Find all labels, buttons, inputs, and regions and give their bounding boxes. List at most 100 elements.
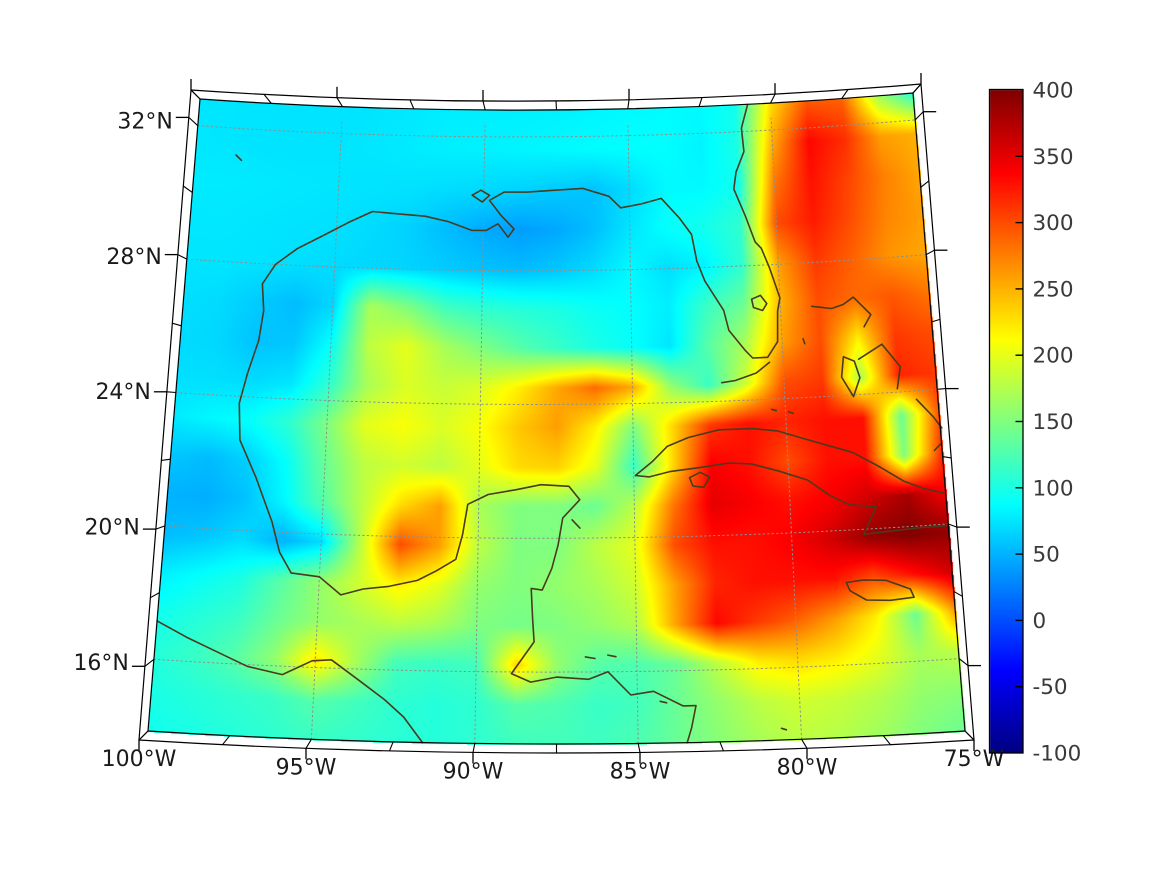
coastline-path xyxy=(787,411,795,415)
coastline-path xyxy=(156,620,424,744)
lat-tick-label: 28°N xyxy=(106,245,161,270)
frame-tick xyxy=(388,741,394,752)
lat-tick-label: 16°N xyxy=(73,651,128,676)
coastline-path xyxy=(780,727,788,731)
lon-tick-label: 85°W xyxy=(610,760,671,785)
colorbar-border xyxy=(988,88,1024,754)
coastlines xyxy=(156,103,950,744)
frame-tick xyxy=(555,100,558,111)
coastline-path xyxy=(857,343,902,390)
frame-tick xyxy=(138,730,149,741)
graticule-line xyxy=(186,254,927,272)
frame-tick xyxy=(698,97,703,107)
frame-tick xyxy=(841,89,849,99)
frame-tick xyxy=(305,739,312,749)
graticule-line xyxy=(197,119,916,138)
coastline-path xyxy=(840,355,861,398)
frame-tick xyxy=(801,739,808,749)
colorbar-tick-label: 50 xyxy=(1033,543,1060,568)
colorbar-tick-label: 350 xyxy=(1033,145,1074,170)
frame-tick xyxy=(263,94,272,104)
lat-tick-label: 24°N xyxy=(95,380,150,405)
coastline-path xyxy=(607,654,617,658)
colorbar-tick-label: 200 xyxy=(1033,344,1074,369)
frame-tick xyxy=(144,658,155,667)
colorbar-tick-label: 300 xyxy=(1033,211,1074,236)
coastline-path xyxy=(290,483,697,744)
frame-tick xyxy=(222,735,231,746)
latitude-tick-labels: 16°N 20°N 24°N 28°N 32°N xyxy=(73,110,172,676)
frame-tick xyxy=(182,185,193,193)
map-frame xyxy=(131,73,981,764)
colorbar-tick-label: 250 xyxy=(1033,277,1074,302)
graticule-line xyxy=(770,117,803,740)
frame-tick xyxy=(472,743,476,753)
coastline-path xyxy=(634,462,950,536)
frame-tick xyxy=(190,89,201,100)
graticule-line xyxy=(164,523,949,539)
frame-tick xyxy=(627,99,630,109)
frame-tick xyxy=(958,658,969,667)
coastline-path xyxy=(845,579,915,602)
frame-tick xyxy=(155,525,166,530)
colorbar-tick-label: 150 xyxy=(1033,410,1074,435)
coastline-path xyxy=(235,154,243,162)
coastline-path xyxy=(811,296,872,328)
colorbar-tick-label: 0 xyxy=(1033,609,1047,634)
map-border-outer xyxy=(138,83,975,754)
graticule-line xyxy=(474,124,486,744)
lat-tick-label: 20°N xyxy=(84,516,139,541)
frame-tick xyxy=(719,741,725,752)
coastline-path xyxy=(634,427,947,495)
coastline-path xyxy=(584,656,596,660)
lon-tick-label: 75°W xyxy=(944,747,1005,772)
frame-tick xyxy=(914,111,924,121)
frame-tick xyxy=(177,254,188,260)
frame-tick xyxy=(882,735,891,746)
coastline-path xyxy=(688,471,711,489)
coastline-path xyxy=(750,294,768,312)
coastline-path xyxy=(721,361,771,384)
frame-tick xyxy=(637,743,641,753)
graticule-line xyxy=(310,121,343,740)
frame-tick xyxy=(188,116,199,127)
lon-tick-label: 90°W xyxy=(443,760,504,785)
frame-tick xyxy=(409,99,415,110)
frame-tick xyxy=(925,249,935,256)
map-border-inner xyxy=(147,92,966,745)
graticule-line xyxy=(627,123,639,744)
frame-tick xyxy=(150,592,160,599)
frame-tick xyxy=(937,388,946,390)
coastline-path xyxy=(915,398,943,429)
frame-tick xyxy=(336,97,344,108)
frame-tick xyxy=(166,391,176,394)
frame-tick xyxy=(931,318,941,323)
frame-tick xyxy=(964,730,975,741)
graticule-lines xyxy=(153,117,960,744)
coastline-path xyxy=(770,408,778,412)
colorbar-tick-label: -100 xyxy=(1033,742,1082,767)
frame-tick xyxy=(482,100,486,111)
frame-tick xyxy=(920,180,930,188)
coastline-path xyxy=(802,338,806,345)
frame-tick xyxy=(942,456,952,459)
colorbar xyxy=(988,88,1024,754)
frame-tick xyxy=(769,93,776,104)
frame-tick xyxy=(172,322,182,327)
frame-tick xyxy=(953,590,963,597)
lon-tick-label: 95°W xyxy=(276,755,337,780)
coastline-path xyxy=(238,103,781,574)
longitude-tick-labels: 100°W 95°W 90°W 85°W 80°W 75°W xyxy=(102,747,1005,785)
frame-tick xyxy=(947,523,957,528)
colorbar-tick-label: 100 xyxy=(1033,476,1074,501)
lat-tick-label: 32°N xyxy=(117,110,172,135)
colorbar-tick-label: -50 xyxy=(1033,675,1068,700)
colorbar-tick-label: 400 xyxy=(1033,79,1074,104)
colorbar-tick-labels: 400 350 300 250 200 150 100 50 0 -50 -100 xyxy=(1033,79,1082,767)
graticule-line xyxy=(153,658,960,673)
lon-tick-label: 80°W xyxy=(777,755,838,780)
lon-tick-label: 100°W xyxy=(102,747,177,772)
